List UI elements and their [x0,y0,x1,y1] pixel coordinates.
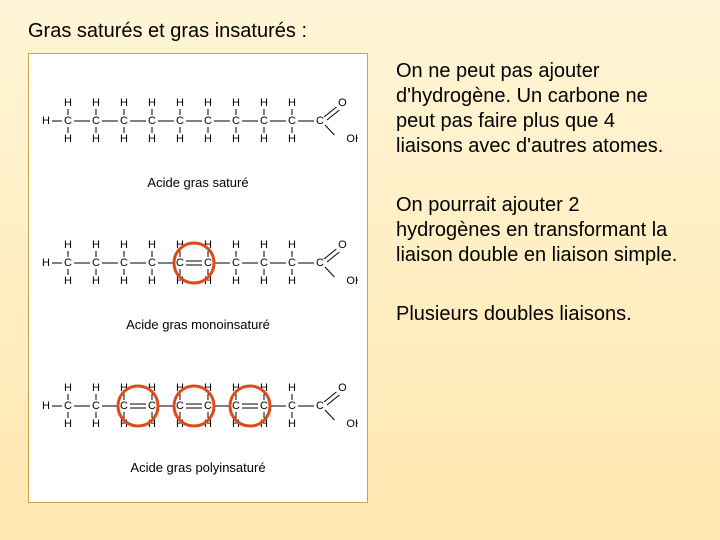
svg-text:C: C [64,400,72,412]
molecule-caption: Acide gras saturé [37,175,359,190]
svg-text:C: C [260,400,268,412]
svg-text:C: C [316,400,324,412]
svg-text:C: C [204,257,212,269]
svg-text:H: H [260,133,268,145]
svg-text:C: C [92,257,100,269]
svg-text:C: C [120,115,128,127]
svg-text:H: H [148,133,156,145]
svg-text:H: H [148,97,156,109]
svg-text:H: H [176,133,184,145]
svg-text:H: H [232,275,240,287]
molecule-section-2: HCHHCHHCHHCHHCHHCHHCHHCHHCHHCOOHAcide gr… [37,366,359,475]
svg-text:O: O [338,382,347,394]
svg-text:H: H [92,382,100,394]
svg-text:H: H [232,133,240,145]
svg-text:H: H [288,275,296,287]
svg-text:OH: OH [346,275,358,287]
svg-text:H: H [120,97,128,109]
explanation-3: Plusieurs doubles liaisons. [396,302,686,327]
svg-text:H: H [148,239,156,251]
svg-text:H: H [42,400,50,412]
svg-text:H: H [260,275,268,287]
explanation-column: On ne peut pas ajouter d'hydrogène. Un c… [396,53,686,503]
svg-text:H: H [288,97,296,109]
svg-text:H: H [288,382,296,394]
svg-text:C: C [92,400,100,412]
svg-text:C: C [120,257,128,269]
svg-text:C: C [316,257,324,269]
svg-text:H: H [64,97,72,109]
svg-text:C: C [204,115,212,127]
explanation-1: On ne peut pas ajouter d'hydrogène. Un c… [396,59,686,159]
molecule-section-0: HCHHCHHCHHCHHCHHCHHCHHCHHCHHCOOHAcide gr… [37,81,359,190]
svg-text:H: H [148,275,156,287]
svg-text:C: C [204,400,212,412]
svg-text:C: C [176,400,184,412]
svg-text:C: C [232,400,240,412]
svg-text:O: O [338,97,347,109]
svg-text:C: C [120,400,128,412]
svg-text:C: C [232,115,240,127]
page-title: Gras saturés et gras insaturés : [28,20,692,43]
svg-text:C: C [316,115,324,127]
svg-text:H: H [204,133,212,145]
svg-text:H: H [92,275,100,287]
svg-text:H: H [232,97,240,109]
svg-text:H: H [42,257,50,269]
svg-text:C: C [148,257,156,269]
svg-text:H: H [92,239,100,251]
svg-text:H: H [120,239,128,251]
svg-text:H: H [42,115,50,127]
svg-text:OH: OH [346,133,358,145]
svg-text:C: C [232,257,240,269]
svg-text:H: H [92,133,100,145]
svg-text:H: H [64,382,72,394]
svg-text:H: H [232,239,240,251]
svg-text:C: C [260,115,268,127]
svg-text:H: H [64,239,72,251]
svg-text:O: O [338,239,347,251]
svg-text:C: C [148,115,156,127]
svg-text:C: C [176,115,184,127]
molecule-section-1: HCHHCHHCHHCHHCHHCHHCHHCHHCHHCOOHAcide gr… [37,223,359,332]
molecule-caption: Acide gras monoinsaturé [37,317,359,332]
svg-text:H: H [204,97,212,109]
svg-text:H: H [288,418,296,430]
svg-text:C: C [288,257,296,269]
svg-text:H: H [64,275,72,287]
molecule-figure: HCHHCHHCHHCHHCHHCHHCHHCHHCHHCOOHAcide gr… [28,53,368,503]
svg-text:C: C [288,115,296,127]
svg-text:H: H [92,97,100,109]
figure-column: HCHHCHHCHHCHHCHHCHHCHHCHHCHHCOOHAcide gr… [28,53,368,503]
svg-text:H: H [288,133,296,145]
svg-text:C: C [64,115,72,127]
svg-text:H: H [64,133,72,145]
svg-text:OH: OH [346,418,358,430]
svg-text:H: H [64,418,72,430]
svg-text:C: C [260,257,268,269]
explanation-2: On pourrait ajouter 2 hydrogènes en tran… [396,193,686,268]
svg-text:H: H [176,97,184,109]
svg-text:H: H [288,239,296,251]
svg-text:C: C [92,115,100,127]
svg-text:C: C [288,400,296,412]
main-layout: HCHHCHHCHHCHHCHHCHHCHHCHHCHHCOOHAcide gr… [28,53,692,503]
svg-text:H: H [260,97,268,109]
svg-text:H: H [120,275,128,287]
molecule-caption: Acide gras polyinsaturé [37,460,359,475]
svg-text:C: C [176,257,184,269]
svg-text:C: C [64,257,72,269]
svg-text:H: H [120,133,128,145]
svg-text:C: C [148,400,156,412]
svg-text:H: H [260,239,268,251]
svg-text:H: H [92,418,100,430]
